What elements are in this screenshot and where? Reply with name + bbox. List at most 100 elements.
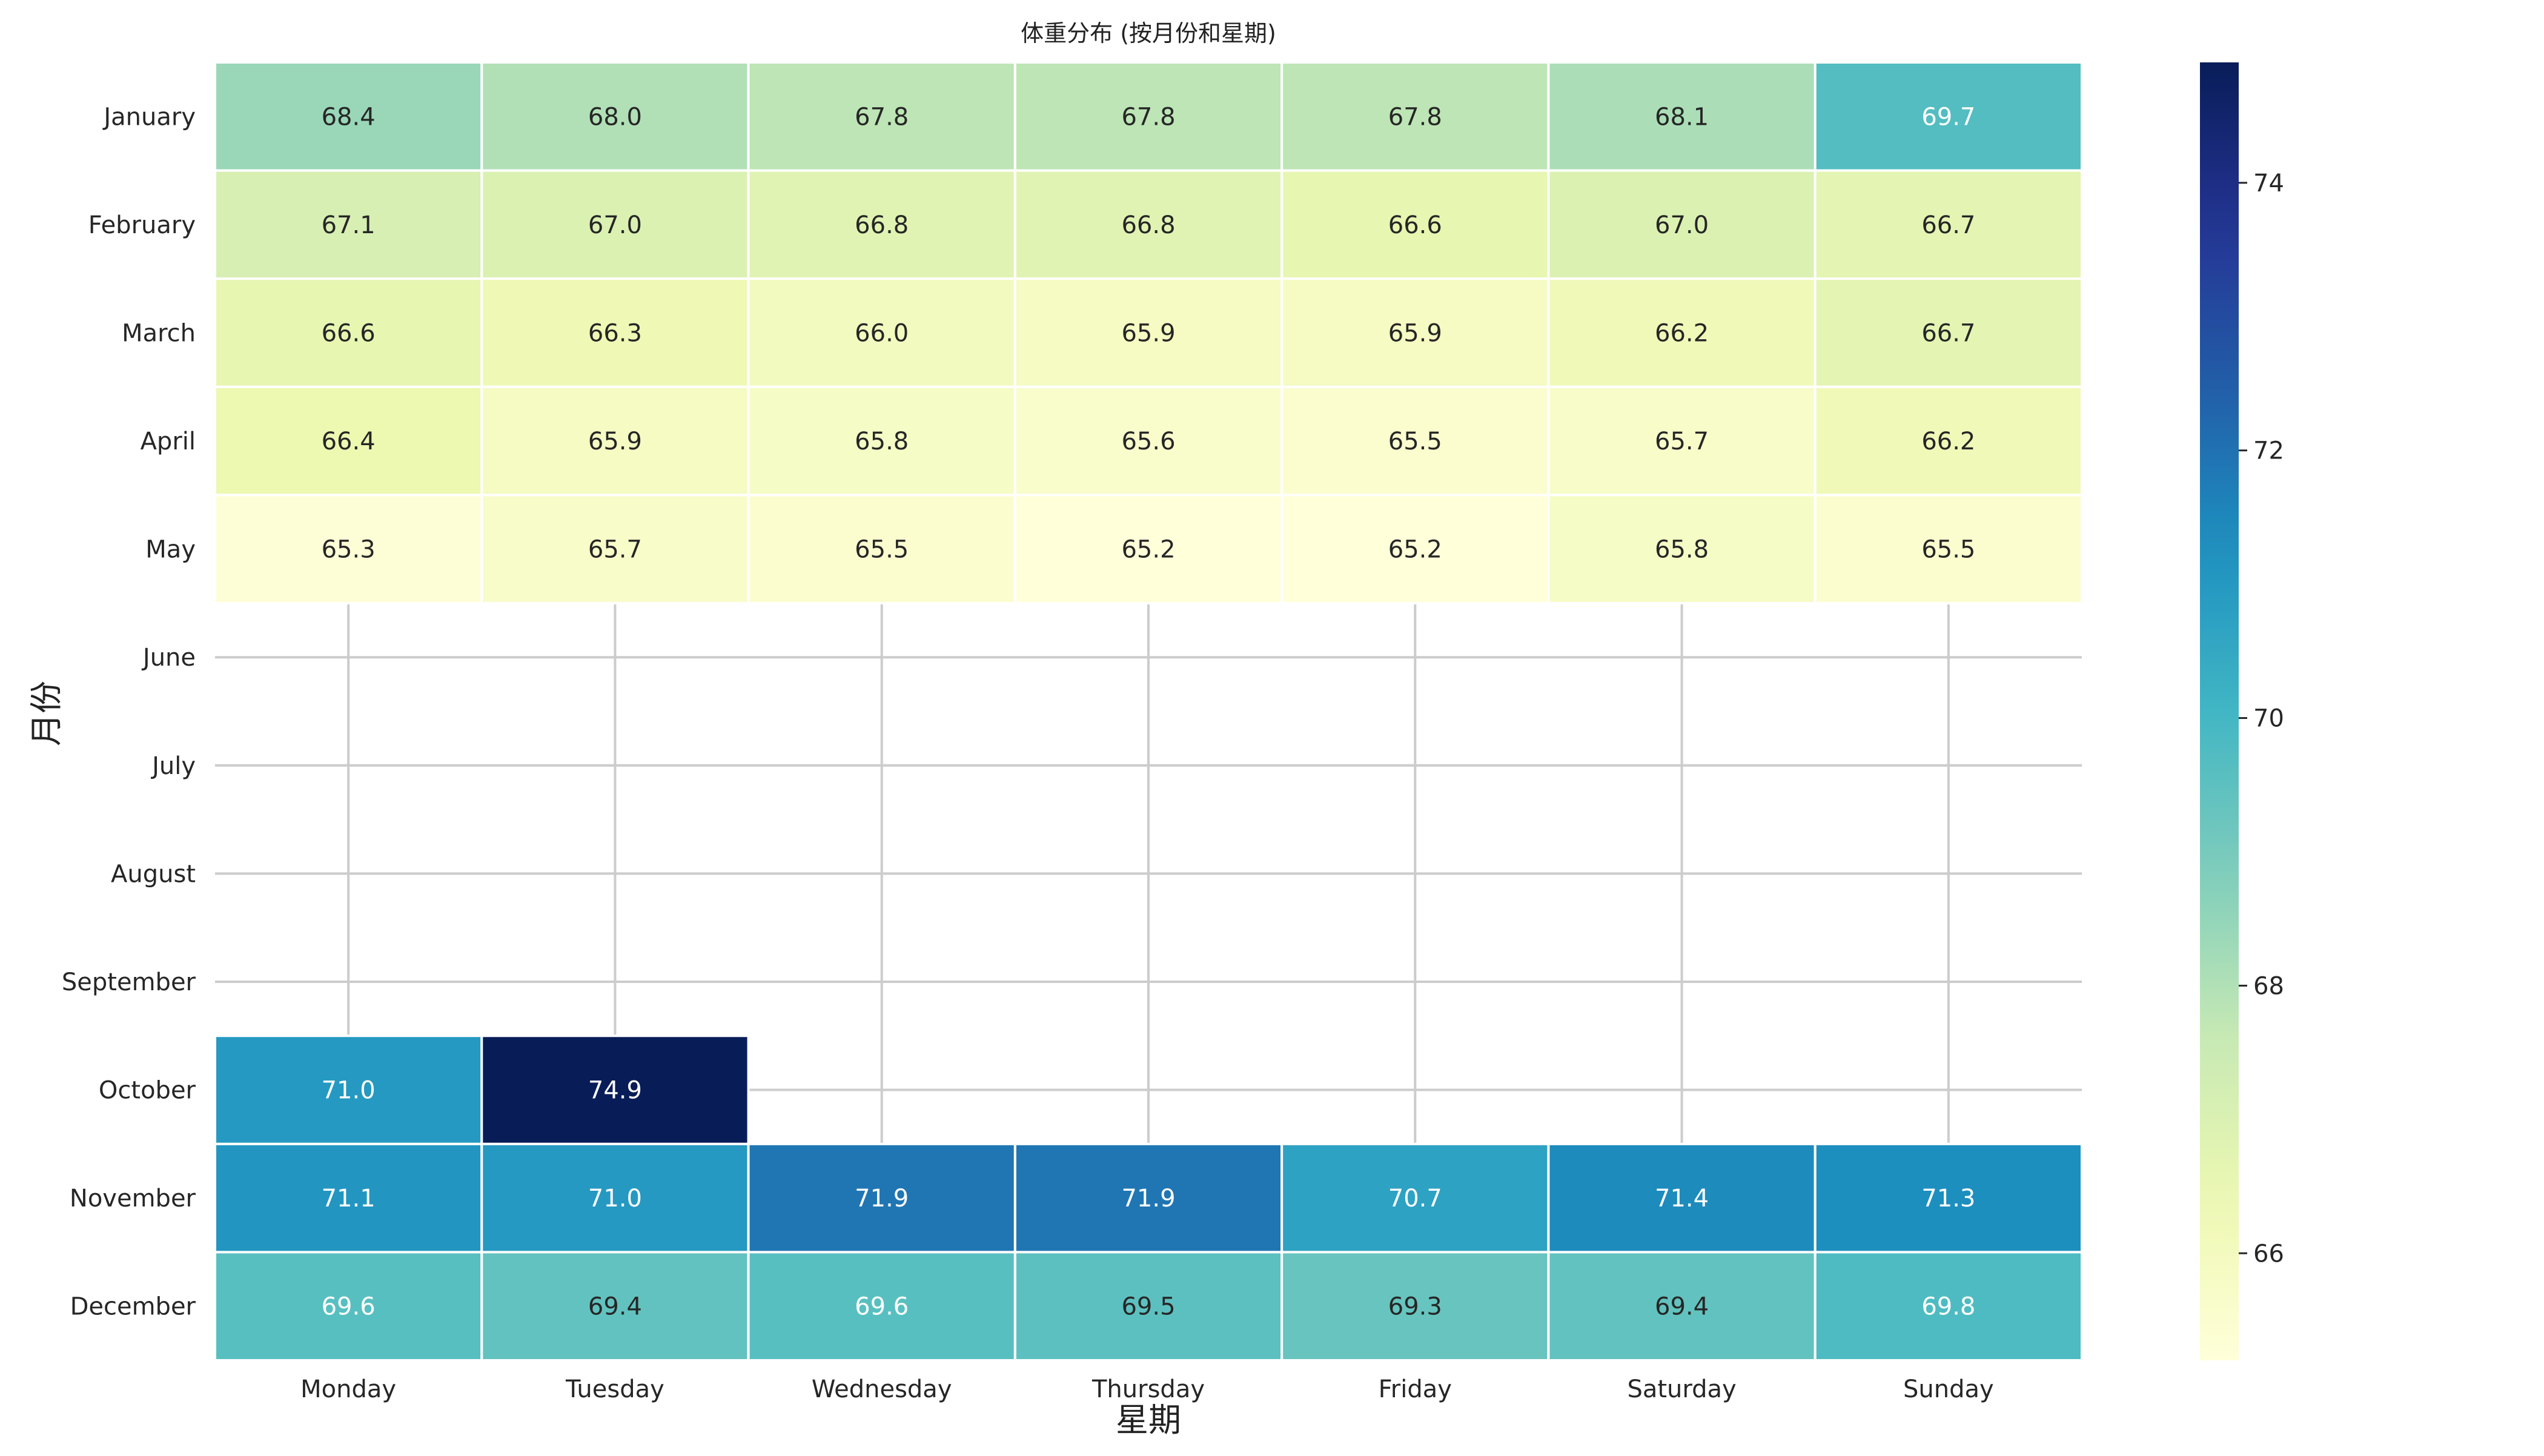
cell-value-label: 69.6 bbox=[855, 1293, 909, 1321]
y-tick-label: August bbox=[111, 860, 196, 888]
colorbar: 66 68 70 72 74 bbox=[2200, 62, 2284, 1360]
heatmap-cell bbox=[1814, 169, 2084, 280]
cell-value-label: 68.4 bbox=[322, 103, 376, 131]
cell-value-label: 71.0 bbox=[588, 1185, 642, 1213]
y-tick-label: October bbox=[99, 1077, 196, 1105]
cell-value-label: 66.8 bbox=[855, 211, 909, 239]
cell-value-label: 66.2 bbox=[1921, 428, 1975, 455]
colorbar-tick-label: 72 bbox=[2253, 437, 2284, 465]
x-tick-label: Thursday bbox=[1091, 1375, 1205, 1403]
cell-value-label: 70.7 bbox=[1388, 1185, 1442, 1213]
cell-value-label: 68.0 bbox=[588, 103, 642, 131]
cell-value-label: 65.2 bbox=[1121, 536, 1175, 564]
heatmap-cell bbox=[1280, 277, 1550, 388]
cell-value-label: 71.0 bbox=[322, 1077, 376, 1105]
y-tick-label: July bbox=[150, 752, 196, 780]
y-axis-label: 月份 bbox=[27, 681, 65, 746]
x-tick-label: Sunday bbox=[1903, 1375, 1994, 1403]
heatmap-cell bbox=[747, 385, 1016, 497]
heatmap-cell bbox=[1547, 169, 1817, 280]
cell-value-label: 65.7 bbox=[1655, 428, 1709, 455]
heatmap-cell bbox=[747, 494, 1016, 604]
colorbar-tick-label: 74 bbox=[2253, 170, 2284, 197]
y-tick-label: June bbox=[141, 644, 196, 672]
cell-value-label: 65.8 bbox=[1655, 536, 1709, 564]
heatmap-cell bbox=[214, 1251, 483, 1362]
cell-value-label: 68.1 bbox=[1655, 103, 1709, 131]
cell-value-label: 66.6 bbox=[322, 319, 376, 347]
x-tick-label: Wednesday bbox=[812, 1375, 952, 1403]
chart-title: 体重分布 (按月份和星期) bbox=[1021, 20, 1276, 47]
cell-value-label: 71.1 bbox=[322, 1185, 376, 1213]
x-axis-label: 星期 bbox=[1116, 1401, 1181, 1439]
cell-value-label: 67.8 bbox=[1121, 103, 1175, 131]
cell-value-label: 66.3 bbox=[588, 319, 642, 347]
y-tick-label: February bbox=[88, 211, 196, 239]
colorbar-tick-label: 68 bbox=[2253, 972, 2284, 1000]
cell-value-label: 66.4 bbox=[322, 428, 376, 455]
heatmap-cell bbox=[1280, 385, 1550, 497]
heatmap-cell bbox=[1280, 1142, 1550, 1254]
cell-value-label: 69.6 bbox=[322, 1293, 376, 1321]
cell-value-label: 65.2 bbox=[1388, 536, 1442, 564]
y-tick-label: January bbox=[102, 103, 196, 131]
y-tick-label: November bbox=[70, 1185, 196, 1213]
heatmap-cell bbox=[1814, 494, 2084, 604]
heatmap-cell bbox=[1280, 1251, 1550, 1362]
y-tick-label: May bbox=[145, 536, 196, 564]
x-tick-labels: Monday Tuesday Wednesday Thursday Friday Satu… bbox=[300, 1375, 1994, 1403]
heatmap-cell bbox=[1814, 1251, 2084, 1362]
heatmap-cell bbox=[214, 385, 483, 497]
colorbar-tick-label: 70 bbox=[2253, 705, 2284, 733]
y-tick-label: April bbox=[141, 428, 196, 455]
cell-value-label: 65.5 bbox=[1921, 536, 1975, 564]
heatmap-cell bbox=[1814, 61, 2084, 172]
cell-value-label: 65.8 bbox=[855, 428, 909, 455]
heatmap-cell bbox=[1280, 61, 1550, 172]
cell-value-label: 71.9 bbox=[1121, 1185, 1175, 1213]
cell-value-label: 66.6 bbox=[1388, 211, 1442, 239]
y-tick-label: September bbox=[62, 968, 196, 996]
heatmap-cell bbox=[1547, 61, 1817, 172]
cell-value-label: 69.4 bbox=[588, 1293, 642, 1321]
heatmap-cell bbox=[1013, 1251, 1284, 1362]
cell-value-label: 65.6 bbox=[1121, 428, 1175, 455]
cell-value-label: 65.5 bbox=[855, 536, 909, 564]
colorbar-gradient bbox=[2200, 62, 2239, 1360]
cell-value-label: 67.1 bbox=[322, 211, 376, 239]
cell-value-label: 74.9 bbox=[588, 1077, 642, 1105]
x-tick-label: Monday bbox=[300, 1375, 396, 1403]
heatmap-cell bbox=[747, 1251, 1016, 1362]
colorbar-tick-label: 66 bbox=[2253, 1240, 2284, 1268]
cell-value-label: 65.9 bbox=[1388, 319, 1442, 347]
y-tick-label: March bbox=[122, 319, 196, 347]
cell-value-label: 67.0 bbox=[1655, 211, 1709, 239]
cell-value-label: 65.3 bbox=[322, 536, 376, 564]
heatmap-cell bbox=[1814, 277, 2084, 388]
cell-value-label: 71.4 bbox=[1655, 1185, 1709, 1213]
cell-value-label: 65.7 bbox=[588, 536, 642, 564]
cell-value-label: 69.5 bbox=[1121, 1293, 1175, 1321]
heatmap-cell bbox=[747, 169, 1016, 280]
cell-value-label: 66.8 bbox=[1121, 211, 1175, 239]
heatmap-cell bbox=[1013, 385, 1284, 497]
heatmap-cell bbox=[480, 1034, 750, 1145]
heatmap-cell bbox=[214, 1142, 483, 1254]
y-tick-labels: January February March April May June July Augu… bbox=[62, 103, 196, 1320]
cell-value-label: 65.5 bbox=[1388, 428, 1442, 455]
heatmap-cell bbox=[480, 169, 750, 280]
colorbar-ticks: 66 68 70 72 74 bbox=[2239, 170, 2284, 1268]
cell-value-label: 69.8 bbox=[1921, 1293, 1975, 1321]
heatmap-cell bbox=[1013, 1142, 1284, 1254]
heatmap-cell bbox=[214, 494, 483, 604]
heatmap-cell bbox=[1013, 169, 1284, 280]
heatmap-cell bbox=[1013, 61, 1284, 172]
heatmap-cell bbox=[1547, 277, 1817, 388]
x-tick-label: Tuesday bbox=[565, 1375, 664, 1403]
plot-area: 68.4 68.0 67.8 67.8 67.8 68.1 69.7 67.1 67.0 66.8… bbox=[62, 61, 2084, 1403]
cell-value-label: 69.7 bbox=[1921, 103, 1975, 131]
heatmap-cell bbox=[480, 385, 750, 497]
x-tick-label: Saturday bbox=[1627, 1375, 1736, 1403]
